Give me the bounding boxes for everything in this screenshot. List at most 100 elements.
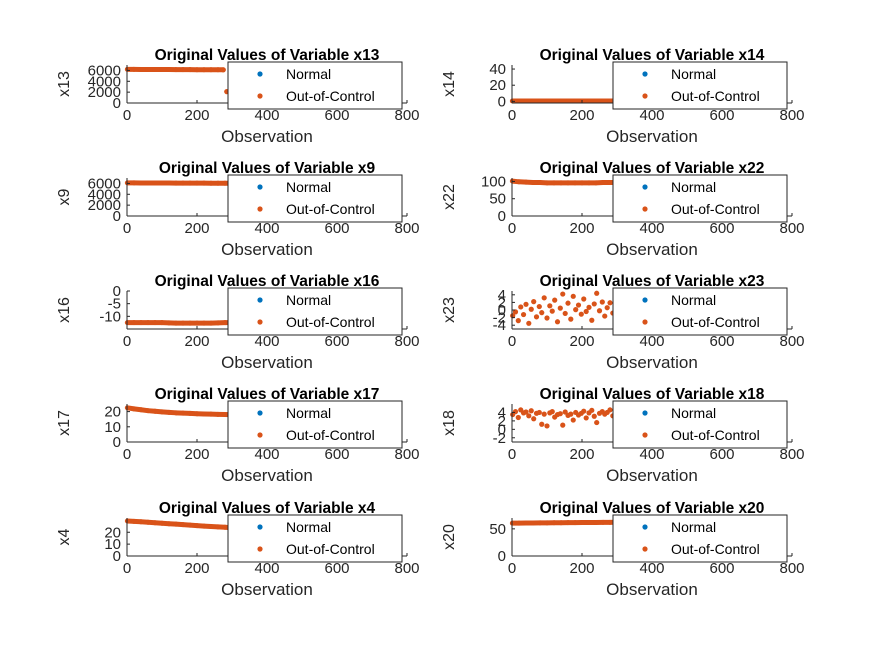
data-point (594, 419, 600, 426)
y-tick-label: 40 (489, 61, 506, 78)
legend-marker (257, 206, 263, 212)
x-tick-label: 800 (394, 220, 419, 237)
x-tick-label: 200 (184, 107, 209, 124)
x-axis-label: Observation (221, 580, 313, 599)
y-axis-label: x20 (441, 524, 458, 550)
data-point (557, 411, 563, 417)
data-point (547, 303, 553, 309)
legend-entry-label: Out-of-Control (671, 201, 760, 217)
x-tick-label: 600 (709, 220, 734, 237)
legend-marker (642, 524, 648, 530)
legend-marker (642, 432, 648, 438)
y-axis-label: x9 (56, 188, 73, 205)
subplot-title: Original Values of Variable x20 (540, 500, 765, 517)
legend-box (612, 61, 788, 110)
x-tick-label: 0 (123, 107, 131, 124)
data-point (581, 408, 587, 414)
subplot-title: Original Values of Variable x22 (540, 160, 765, 177)
x-tick-label: 400 (254, 333, 279, 350)
legend-marker (642, 410, 648, 416)
data-point (549, 308, 555, 314)
y-axis-label: x4 (56, 528, 73, 545)
y-tick-label: 0 (113, 283, 121, 300)
x-tick-label: 800 (779, 220, 804, 237)
x-tick-label: 0 (508, 560, 516, 577)
y-axis-label: x23 (441, 297, 458, 323)
legend-entry-label: Out-of-Control (286, 541, 375, 557)
data-point (544, 423, 550, 429)
x-tick-label: 200 (569, 333, 594, 350)
legend-marker (257, 410, 263, 416)
y-tick-label: 0 (498, 208, 506, 225)
data-point (560, 291, 566, 297)
legend-marker (257, 297, 263, 303)
legend-entry-label: Normal (671, 292, 716, 308)
x-tick-label: 600 (709, 446, 734, 463)
y-tick-label: 20 (104, 524, 121, 541)
legend: Normal Out-of-Control (612, 287, 788, 336)
x-tick-label: 600 (324, 220, 349, 237)
x-tick-label: 200 (184, 333, 209, 350)
data-point (596, 308, 603, 314)
x-tick-label: 800 (779, 333, 804, 350)
data-point (526, 320, 532, 326)
x-axis-label: Observation (221, 127, 313, 146)
y-tick-label: 4 (498, 404, 506, 421)
legend-box (612, 514, 788, 563)
legend-box (612, 400, 788, 449)
legend-entry-label: Normal (286, 405, 331, 421)
subplot-x9: Original Values of Variable x9 0 200 400 600… (56, 160, 420, 259)
data-point (586, 304, 592, 310)
x-tick-label: 0 (508, 333, 516, 350)
y-tick-label: 6000 (88, 175, 121, 192)
x-tick-label: 800 (394, 560, 419, 577)
x-axis-label: Observation (606, 127, 698, 146)
y-tick-label: 4000 (88, 186, 121, 203)
legend-marker (257, 93, 263, 99)
data-point (583, 415, 589, 421)
subplot-title: Original Values of Variable x17 (155, 386, 380, 403)
x-axis-label: Observation (606, 353, 698, 372)
x-tick-label: 200 (184, 446, 209, 463)
legend: Normal Out-of-Control (227, 514, 403, 563)
legend: Normal Out-of-Control (227, 400, 403, 449)
y-tick-label: 10 (104, 536, 121, 553)
legend-box (612, 174, 788, 223)
y-tick-label: 20 (104, 404, 121, 421)
data-point (562, 310, 568, 317)
data-point (570, 293, 576, 299)
x-tick-label: 0 (508, 220, 516, 237)
data-point (575, 302, 582, 308)
legend-entry-label: Normal (671, 179, 716, 195)
y-tick-label: 0 (113, 434, 121, 451)
data-point (544, 315, 550, 321)
legend-box (227, 287, 403, 336)
data-point (541, 411, 547, 417)
y-tick-label: 0 (113, 548, 121, 565)
x-tick-label: 400 (639, 333, 664, 350)
y-axis-label: x16 (56, 297, 73, 323)
legend-entry-label: Out-of-Control (286, 201, 375, 217)
data-point (536, 409, 542, 416)
legend-entry-label: Out-of-Control (286, 427, 375, 443)
legend-marker (257, 524, 263, 530)
legend: Normal Out-of-Control (612, 400, 788, 449)
x-tick-label: 400 (639, 107, 664, 124)
data-point (560, 422, 566, 428)
y-tick-label: -10 (99, 308, 121, 325)
x-tick-label: 800 (394, 107, 419, 124)
y-axis-label: x22 (441, 184, 458, 210)
legend-entry-label: Normal (286, 519, 331, 535)
x-axis-label: Observation (221, 353, 313, 372)
data-point (526, 413, 532, 419)
data-point (557, 305, 563, 311)
y-tick-label: 2000 (88, 84, 121, 101)
x-tick-label: 400 (254, 107, 279, 124)
legend-marker (642, 546, 648, 552)
data-point (581, 296, 587, 302)
y-tick-label: 2 (498, 294, 506, 311)
data-point (607, 407, 613, 413)
legend-entry-label: Out-of-Control (671, 314, 760, 330)
y-tick-label: -4 (493, 317, 506, 334)
